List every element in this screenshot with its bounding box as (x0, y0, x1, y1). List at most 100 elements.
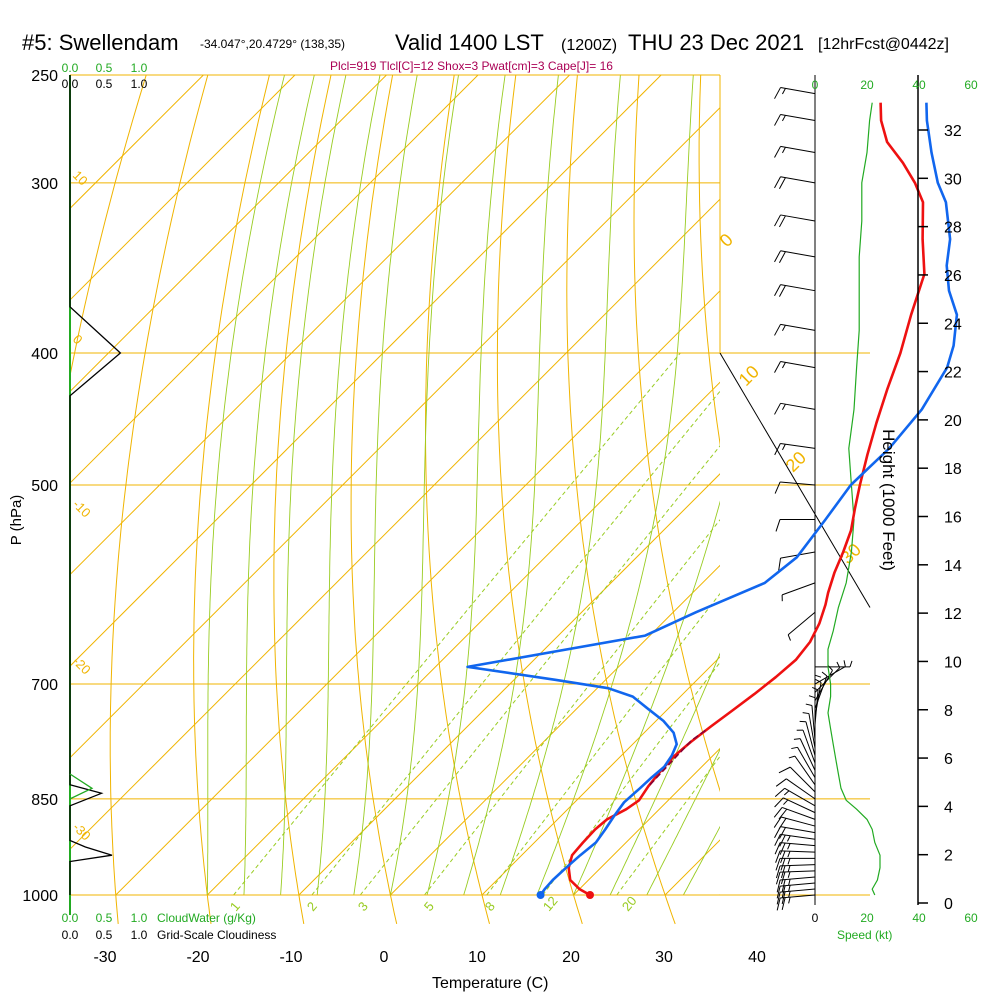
station-coords: -34.047°,20.4729° (138,35) (200, 37, 345, 51)
mixing-ratio-label: 20 (619, 893, 640, 914)
cloudiness-scale-top: 1.0 (131, 77, 148, 91)
wind-barb (776, 519, 815, 531)
dewpoint-surface-dot (537, 891, 545, 899)
pressure-tick-label: 400 (31, 346, 58, 363)
wind-barb (775, 146, 815, 157)
cloudiness-label: Grid-Scale Cloudiness (157, 928, 276, 942)
wind-barb (774, 817, 815, 829)
cloudwater-scale-bottom: 0.5 (96, 911, 113, 925)
height-tick-label: 0 (944, 896, 953, 913)
height-tick-label: 6 (944, 751, 953, 768)
isotherm-label: -10 (70, 497, 94, 521)
forecast-info: [12hrFcst@0442z] (818, 36, 949, 53)
mixing-ratio-label: 8 (482, 899, 498, 914)
pressure-tick-label: 700 (31, 677, 58, 694)
wind-barb (776, 779, 815, 799)
mixing-ratio-line (617, 353, 1000, 895)
cloudiness-scale-bottom: 1.0 (131, 928, 148, 942)
height-tick-label: 12 (944, 606, 962, 623)
cloudwater-scale-bottom: 1.0 (131, 911, 148, 925)
x-tick-label: -10 (279, 949, 302, 966)
extension-boundary (720, 353, 870, 607)
dry-adiabat-line (274, 51, 337, 924)
wind-barb (774, 807, 815, 819)
isotherm-label: -30 (70, 820, 94, 844)
dry-adiabat-line (884, 51, 1000, 924)
dry-adiabat-label: 20 (782, 448, 810, 476)
wind-barb (775, 798, 815, 813)
height-tick-label: 20 (944, 413, 962, 430)
isotherm-label: -20 (70, 654, 94, 678)
height-tick-label: 2 (944, 848, 953, 865)
station-title: #5: Swellendam (22, 30, 179, 55)
height-tick-label: 22 (944, 365, 962, 382)
x-tick-label: 0 (380, 949, 389, 966)
isotherm-line (848, 75, 1000, 895)
isotherm-label: 10 (70, 168, 91, 189)
speed-tick-bottom: 40 (912, 911, 926, 925)
speed-tick-bottom: 60 (964, 911, 978, 925)
wind-barb (775, 114, 815, 125)
wind-barb (776, 851, 815, 863)
dry-adiabat-line (351, 51, 397, 924)
speed-tick-bottom: 0 (812, 911, 819, 925)
height-tick-label: 18 (944, 461, 962, 478)
wind-barb (775, 362, 815, 373)
height-tick-label: 32 (944, 123, 962, 140)
wind-barb (782, 583, 815, 601)
mixing-ratio-label: 2 (304, 899, 320, 914)
height-tick-label: 4 (944, 799, 953, 816)
wind-barb (775, 215, 815, 227)
dry-adiabat-line (567, 51, 675, 924)
wind-speed-profile (828, 103, 880, 895)
x-tick-label: -20 (186, 949, 209, 966)
wind-barb (775, 324, 815, 335)
isotherm-label: 0 (70, 332, 86, 348)
cloudwater-label: CloudWater (g/Kg) (157, 911, 256, 925)
temperature-surface-dot (586, 891, 594, 899)
dry-adiabat-line (634, 51, 768, 924)
wind-barb (775, 403, 815, 414)
height-tick-label: 26 (944, 268, 962, 285)
cloudwater-scale-top: 0.0 (62, 61, 79, 75)
height-tick-label: 16 (944, 510, 962, 527)
height-tick-label: 14 (944, 558, 962, 575)
mixing-ratio-line (234, 353, 681, 895)
cloudwater-scale-top: 1.0 (131, 61, 148, 75)
cloudwater-profile (70, 774, 92, 799)
dry-adiabat-label: 0 (716, 230, 737, 251)
cloudwater-scale-bottom: 0.0 (62, 911, 79, 925)
axis-labels: 002020404060600.00.00.50.51.01.00.00.00.… (22, 61, 978, 966)
x-tick-label: 10 (468, 949, 486, 966)
cloudwater-scale-top: 0.5 (96, 61, 113, 75)
dry-adiabat-line (762, 51, 954, 924)
mixing-ratio-label: 5 (421, 899, 437, 914)
wind-panel (774, 75, 880, 910)
mixing-ratio-label: 3 (355, 899, 371, 914)
dry-adiabat-line (194, 51, 276, 924)
height-tick-label: 24 (944, 316, 962, 333)
mixing-ratio-line (487, 353, 910, 895)
x-tick-label: 20 (562, 949, 580, 966)
speed-label: Speed (kt) (837, 928, 892, 942)
series-temperature (569, 103, 925, 895)
pressure-tick-label: 1000 (22, 888, 58, 905)
height-tick-label: 10 (944, 654, 962, 671)
wind-barb (775, 285, 815, 297)
height-tick-label: 28 (944, 220, 962, 237)
valid-time: Valid 1400 LST (395, 30, 544, 55)
speed-tick-top: 20 (860, 78, 874, 92)
pressure-tick-label: 500 (31, 478, 58, 495)
pressure-tick-label: 300 (31, 176, 58, 193)
pressure-tick-label: 850 (31, 792, 58, 809)
indices-line: Plcl=919 Tlcl[C]=12 Shox=3 Pwat[cm]=3 Ca… (330, 59, 613, 73)
cloudiness-scale-bottom: 0.0 (62, 928, 79, 942)
pressure-tick-label: 250 (31, 68, 58, 85)
wind-barb (800, 721, 815, 755)
wind-barb (775, 177, 815, 189)
valid-date: THU 23 Dec 2021 (628, 30, 804, 55)
wind-barb (775, 88, 815, 99)
speed-tick-top: 60 (964, 78, 978, 92)
speed-tick-top: 40 (912, 78, 926, 92)
y-axis-title: P (hPa) (8, 495, 25, 546)
